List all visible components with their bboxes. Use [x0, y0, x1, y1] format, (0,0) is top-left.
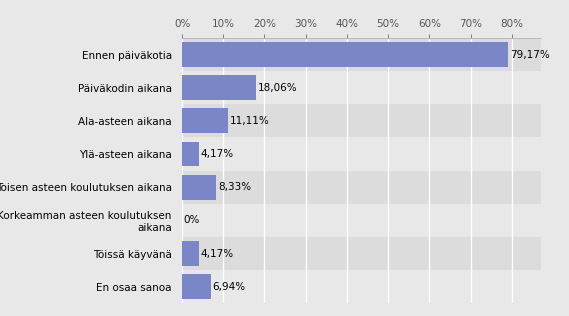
Bar	[182, 270, 541, 303]
Text: 6,94%: 6,94%	[212, 282, 245, 292]
Bar	[182, 204, 541, 237]
Bar	[182, 108, 228, 133]
Bar	[182, 175, 216, 200]
Bar	[182, 237, 541, 270]
Text: 79,17%: 79,17%	[510, 50, 550, 59]
Bar	[182, 42, 508, 67]
Text: 8,33%: 8,33%	[218, 182, 251, 192]
Bar	[182, 142, 199, 167]
Bar	[182, 241, 199, 266]
Bar	[182, 104, 541, 137]
Text: 18,06%: 18,06%	[258, 83, 298, 93]
Bar	[182, 274, 211, 299]
Bar	[182, 38, 541, 71]
Text: 0%: 0%	[183, 216, 200, 225]
Text: 4,17%: 4,17%	[201, 249, 234, 258]
Text: 4,17%: 4,17%	[201, 149, 234, 159]
Bar	[182, 71, 541, 104]
Bar	[182, 75, 257, 100]
Bar	[182, 171, 541, 204]
Bar	[182, 137, 541, 171]
Text: 11,11%: 11,11%	[229, 116, 269, 126]
